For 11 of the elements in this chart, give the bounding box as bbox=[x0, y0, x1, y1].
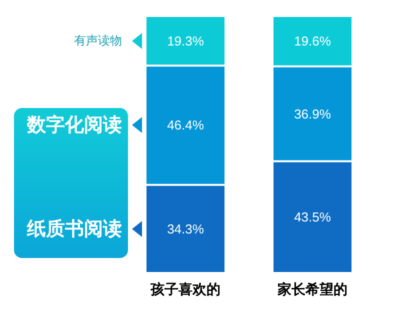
x-tick-label: 家长希望的 bbox=[276, 281, 348, 298]
data-label: 36.9% bbox=[294, 106, 332, 122]
legend-label: 有声读物 bbox=[74, 32, 122, 50]
legend-label: 纸质书阅读 bbox=[27, 216, 122, 242]
data-label: 34.3% bbox=[167, 221, 204, 236]
data-label: 19.3% bbox=[167, 33, 204, 48]
data-label: 46.4% bbox=[167, 118, 204, 133]
data-label: 43.5% bbox=[294, 210, 332, 225]
legend-label: 数字化阅读 bbox=[27, 113, 122, 138]
data-label: 19.6% bbox=[294, 34, 332, 49]
x-tick-label: 孩子喜欢的 bbox=[150, 281, 220, 298]
